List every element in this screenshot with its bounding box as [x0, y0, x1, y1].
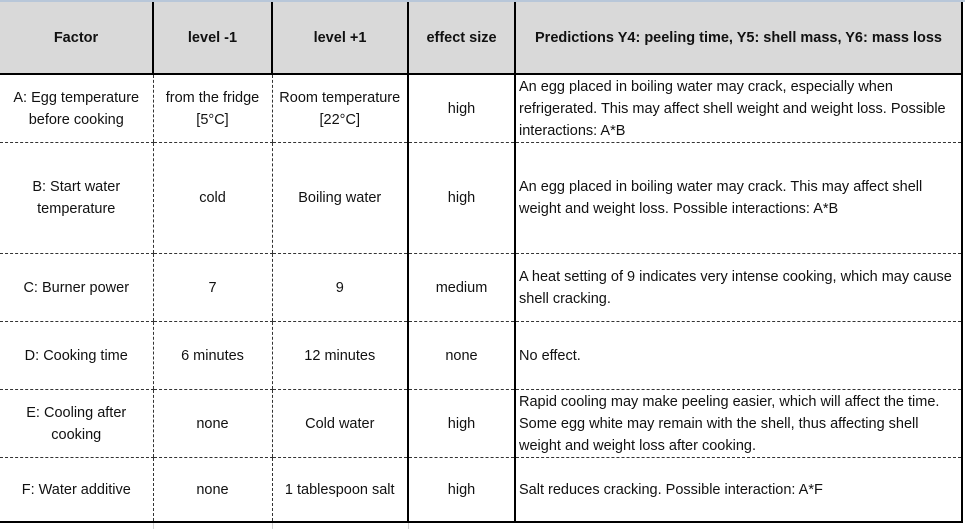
effect-size-cell: medium	[407, 253, 515, 322]
factor-cell: A: Egg temperature before cooking	[0, 74, 153, 143]
level-high-cell: 9	[271, 253, 408, 322]
level-low-cell: 7	[152, 253, 272, 322]
gridline	[272, 523, 273, 529]
prediction-cell: Rapid cooling may make peeling easier, w…	[514, 389, 963, 458]
prediction-cell: No effect.	[514, 321, 963, 390]
level-high-cell: Cold water	[271, 389, 408, 458]
factor-cell: B: Start water temperature	[0, 142, 153, 254]
level-high-cell: Boiling water	[271, 142, 408, 254]
gridline	[408, 523, 409, 529]
level-low-cell: from the fridge [5°C]	[152, 74, 272, 143]
table-row: F: Water additive none 1 tablespoon salt hi…	[0, 457, 963, 523]
table-row: E: Cooling after cooking none Cold water hi…	[0, 389, 963, 458]
effect-size-cell: high	[407, 457, 515, 523]
header-level-high: level +1	[271, 2, 409, 75]
table-row: A: Egg temperature before cooking from th…	[0, 74, 963, 143]
effect-size-cell: high	[407, 142, 515, 254]
level-low-cell: 6 minutes	[152, 321, 272, 390]
level-low-cell: none	[152, 457, 272, 523]
prediction-cell: A heat setting of 9 indicates very inten…	[514, 253, 963, 322]
header-effect-size: effect size	[407, 2, 516, 75]
effect-size-cell: high	[407, 74, 515, 143]
prediction-cell: Salt reduces cracking. Possible interact…	[514, 457, 963, 523]
level-high-cell: Room temperature [22°C]	[271, 74, 408, 143]
factor-cell: C: Burner power	[0, 253, 153, 322]
effect-size-cell: high	[407, 389, 515, 458]
prediction-cell: An egg placed in boiling water may crack…	[514, 142, 963, 254]
header-level-low: level -1	[152, 2, 273, 75]
level-low-cell: none	[152, 389, 272, 458]
factor-cell: F: Water additive	[0, 457, 153, 523]
top-border	[0, 0, 965, 2]
table-row: B: Start water temperature cold Boiling wa…	[0, 142, 963, 254]
level-high-cell: 1 tablespoon salt	[271, 457, 408, 523]
factor-cell: E: Cooling after cooking	[0, 389, 153, 458]
header-row: Factor level -1 level +1 effect size Pre…	[0, 2, 963, 75]
level-low-cell: cold	[152, 142, 272, 254]
factor-cell: D: Cooking time	[0, 321, 153, 390]
effect-size-cell: none	[407, 321, 515, 390]
level-high-cell: 12 minutes	[271, 321, 408, 390]
table-row: D: Cooking time 6 minutes 12 minutes none No…	[0, 321, 963, 390]
table-row: C: Burner power 7 9 medium A heat setting of…	[0, 253, 963, 322]
prediction-cell: An egg placed in boiling water may crack…	[514, 74, 963, 143]
header-predictions: Predictions Y4: peeling time, Y5: shell …	[514, 2, 963, 75]
gridline	[153, 523, 154, 529]
header-factor: Factor	[0, 2, 154, 75]
